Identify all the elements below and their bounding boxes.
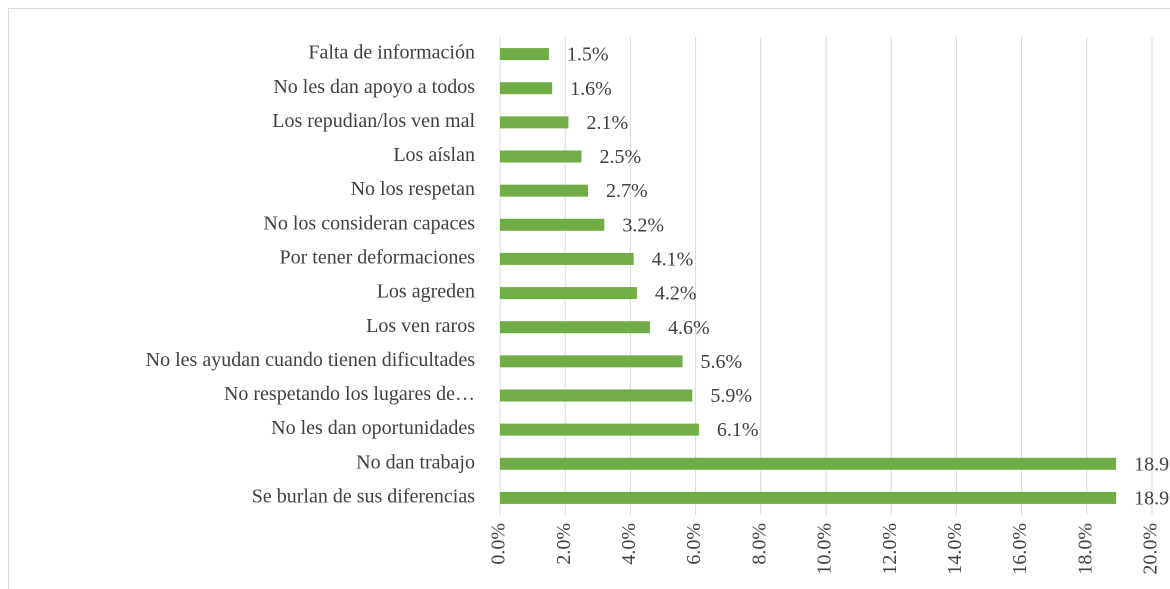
y-tick-label: No los respetan <box>351 178 475 200</box>
value-label: 18.9% <box>1134 488 1170 510</box>
y-tick-label: Los aíslan <box>393 144 475 166</box>
y-tick-label: No les dan apoyo a todos <box>273 76 475 98</box>
value-label: 4.6% <box>668 317 710 339</box>
value-label: 5.9% <box>710 385 752 407</box>
value-label: 2.1% <box>586 112 628 134</box>
bar <box>500 423 699 436</box>
x-tick-label: 16.0% <box>1009 523 1031 575</box>
value-label: 4.1% <box>652 249 694 271</box>
value-label: 2.5% <box>600 146 642 168</box>
bar <box>500 355 683 368</box>
y-tick-label: Se burlan de sus diferencias <box>252 486 475 508</box>
x-tick-label: 10.0% <box>814 523 836 575</box>
y-tick-label: Los repudian/los ven mal <box>272 110 475 132</box>
x-tick-label: 20.0% <box>1140 523 1162 575</box>
value-label: 2.7% <box>606 180 648 202</box>
y-tick-label: Los agreden <box>377 281 475 303</box>
x-tick-label: 6.0% <box>683 523 705 565</box>
x-tick-label: 12.0% <box>879 523 901 575</box>
y-tick-label: Falta de información <box>308 42 475 64</box>
bar <box>500 48 549 61</box>
y-tick-label: Por tener deformaciones <box>280 247 476 269</box>
x-tick-label: 18.0% <box>1074 523 1096 575</box>
value-label: 1.6% <box>570 78 612 100</box>
bar <box>500 321 650 334</box>
bar <box>500 150 582 163</box>
bar <box>500 252 634 265</box>
x-tick-label: 8.0% <box>748 523 770 565</box>
chart-frame <box>8 8 1170 589</box>
bar <box>500 491 1117 504</box>
y-tick-label: No les ayudan cuando tienen dificultades <box>146 349 476 371</box>
value-label: 5.6% <box>701 351 743 373</box>
y-tick-label: Los ven raros <box>366 315 475 337</box>
x-tick-label: 0.0% <box>488 523 510 565</box>
y-tick-label: No les dan oportunidades <box>271 417 475 439</box>
x-tick-label: 4.0% <box>618 523 640 565</box>
y-tick-label: No respetando los lugares de… <box>224 383 475 405</box>
value-label: 18.9% <box>1134 453 1170 475</box>
value-label: 6.1% <box>717 419 759 441</box>
bar <box>500 82 553 95</box>
bar <box>500 389 693 402</box>
bar <box>500 116 569 129</box>
y-tick-label: No los consideran capaces <box>263 212 475 234</box>
bar <box>500 287 637 300</box>
bar <box>500 457 1117 470</box>
value-label: 3.2% <box>622 214 664 236</box>
y-tick-label: No dan trabajo <box>356 451 475 473</box>
x-tick-label: 14.0% <box>944 523 966 575</box>
value-label: 1.5% <box>567 44 609 66</box>
x-tick-label: 2.0% <box>553 523 575 565</box>
bar <box>500 218 605 231</box>
bar <box>500 184 589 197</box>
value-label: 4.2% <box>655 283 697 305</box>
